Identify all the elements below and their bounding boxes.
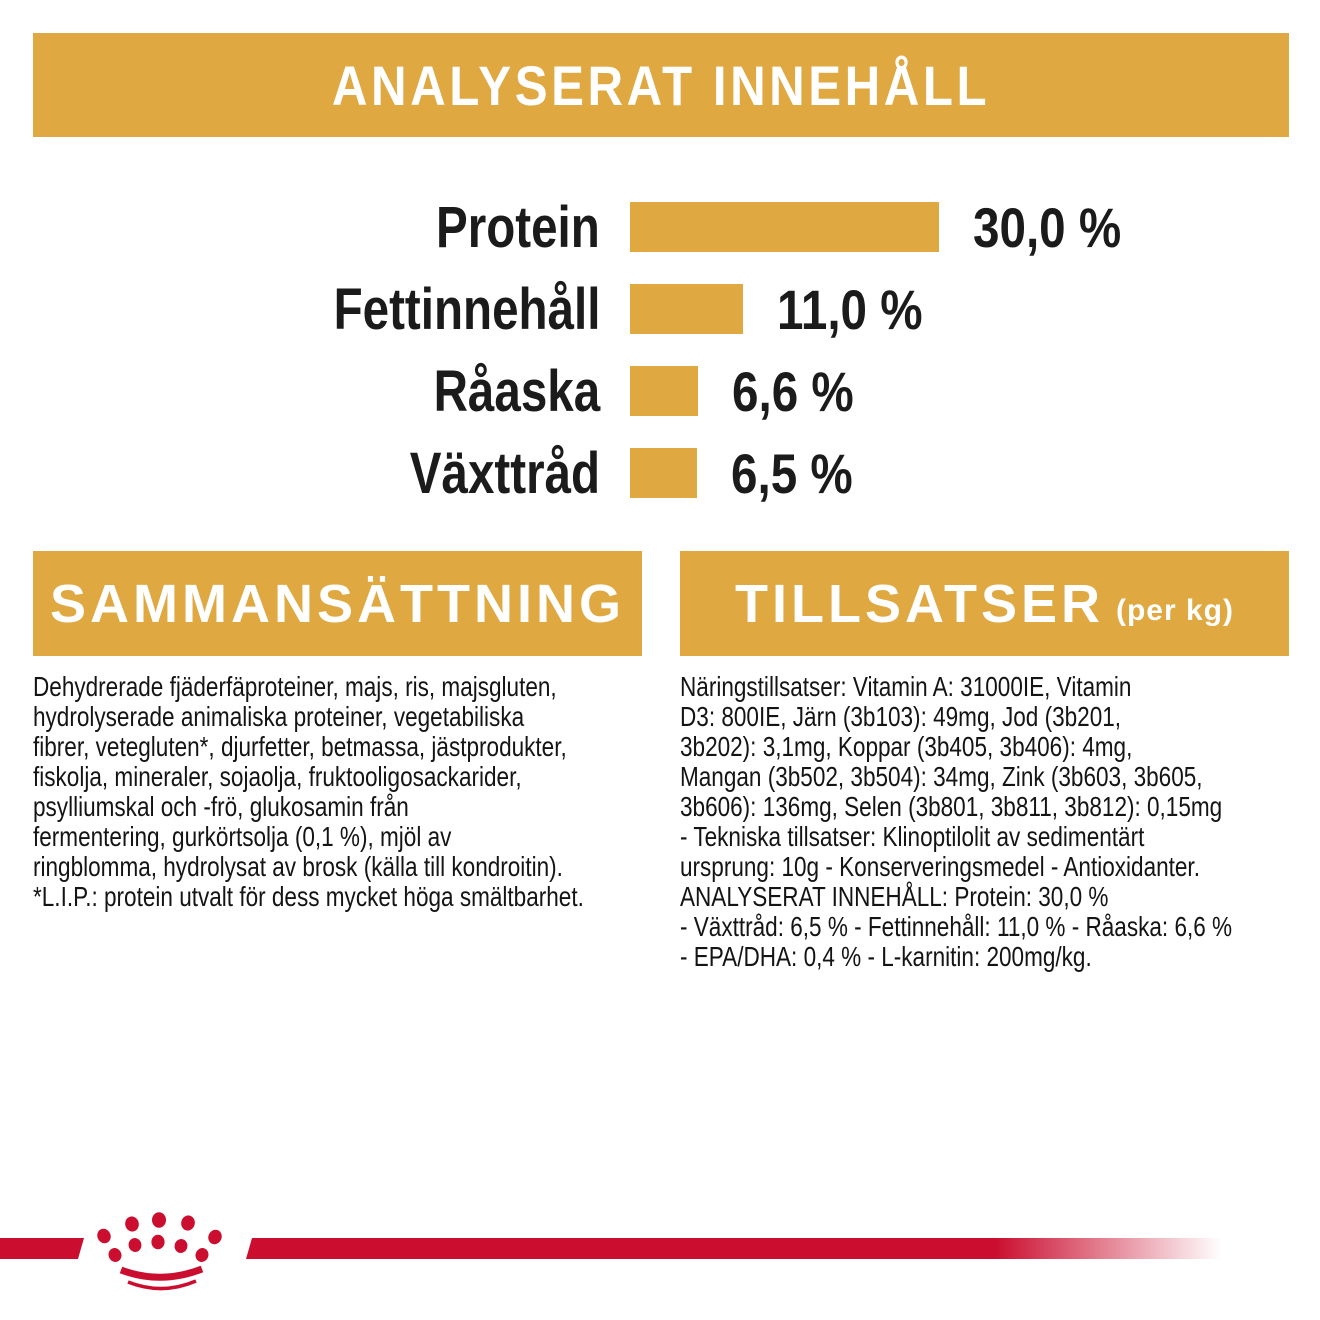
- chart-row-value: 30,0 %: [973, 195, 1122, 259]
- chart-row-label: Fettinnehåll: [333, 276, 600, 342]
- chart-row: Protein 30,0 %: [0, 186, 1320, 268]
- analysed-content-title: ANALYSERAT INNEHÅLL: [331, 53, 991, 117]
- chart-row-label: Protein: [436, 194, 600, 260]
- chart-row-value: 6,6 %: [732, 359, 854, 423]
- chart-row-label: Växttråd: [409, 440, 600, 506]
- chart-row: Fettinnehåll 11,0 %: [0, 268, 1320, 350]
- additives-title: TILLSATSER: [735, 573, 1104, 634]
- royal-canin-crown-logo: [97, 1212, 222, 1291]
- chart-row-label: Råaska: [433, 358, 600, 424]
- chart-row: Råaska 6,6 %: [0, 350, 1320, 432]
- chart-row-value: 11,0 %: [777, 277, 923, 341]
- chart-row-bar: [630, 284, 743, 334]
- chart-row-bar: [630, 366, 698, 416]
- chart-row-bar: [630, 448, 697, 498]
- footer-red-band-right: [246, 1238, 1232, 1259]
- additives-text: Näringstillsatser: Vitamin A: 31000IE, V…: [680, 671, 1233, 972]
- composition-text: Dehydrerade fjäderfäproteiner, majs, ris…: [33, 671, 584, 912]
- composition-title: SAMMANSÄTTNING: [50, 573, 625, 634]
- nutrition-bar-chart: Protein 30,0 % Fettinnehåll 11,0 % Råaska 6,6…: [0, 186, 1320, 514]
- chart-row: Växttråd 6,5 %: [0, 432, 1320, 514]
- composition-header: SAMMANSÄTTNING: [33, 551, 642, 656]
- additives-title-suffix: (per kg): [1115, 593, 1234, 627]
- additives-header: TILLSATSER (per kg): [680, 551, 1289, 656]
- footer-red-band-left: [0, 1238, 84, 1259]
- chart-row-bar: [630, 202, 939, 252]
- chart-row-value: 6,5 %: [731, 441, 853, 505]
- analysed-content-banner: ANALYSERAT INNEHÅLL: [33, 33, 1289, 137]
